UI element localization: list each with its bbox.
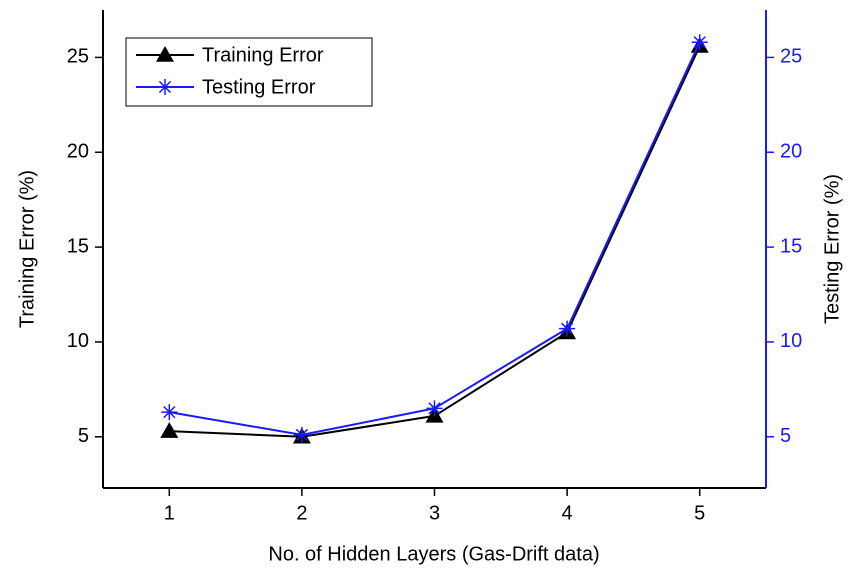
data-point bbox=[426, 400, 443, 417]
data-point bbox=[161, 404, 178, 421]
legend-label: Training Error bbox=[202, 44, 324, 66]
data-point bbox=[293, 426, 310, 443]
y2-tick-label: 25 bbox=[780, 46, 802, 68]
x-tick-label: 2 bbox=[296, 502, 307, 524]
data-point bbox=[160, 422, 179, 438]
y2-axis-label: Testing Error (%) bbox=[821, 174, 843, 324]
legend-box bbox=[125, 37, 373, 107]
y-axis-label: Training Error (%) bbox=[16, 170, 38, 328]
y2-tick-label: 10 bbox=[780, 330, 802, 352]
y-tick-label: 20 bbox=[67, 141, 89, 163]
x-tick-label: 5 bbox=[694, 502, 705, 524]
y2-tick-label: 15 bbox=[780, 235, 802, 257]
data-point bbox=[559, 320, 576, 337]
data-point bbox=[691, 34, 708, 51]
legend-marker bbox=[156, 46, 174, 62]
y-tick-label: 15 bbox=[67, 235, 89, 257]
legend-marker bbox=[157, 79, 173, 95]
y-tick-label: 25 bbox=[67, 46, 89, 68]
x-tick-label: 3 bbox=[429, 502, 440, 524]
x-tick-label: 1 bbox=[164, 502, 175, 524]
x-axis-label: No. of Hidden Layers (Gas-Drift data) bbox=[268, 543, 599, 565]
x-tick-label: 4 bbox=[562, 502, 573, 524]
legend-label: Testing Error bbox=[202, 76, 316, 98]
y-tick-label: 5 bbox=[78, 425, 89, 447]
y2-tick-label: 5 bbox=[780, 425, 791, 447]
y2-tick-label: 20 bbox=[780, 141, 802, 163]
y-tick-label: 10 bbox=[67, 330, 89, 352]
